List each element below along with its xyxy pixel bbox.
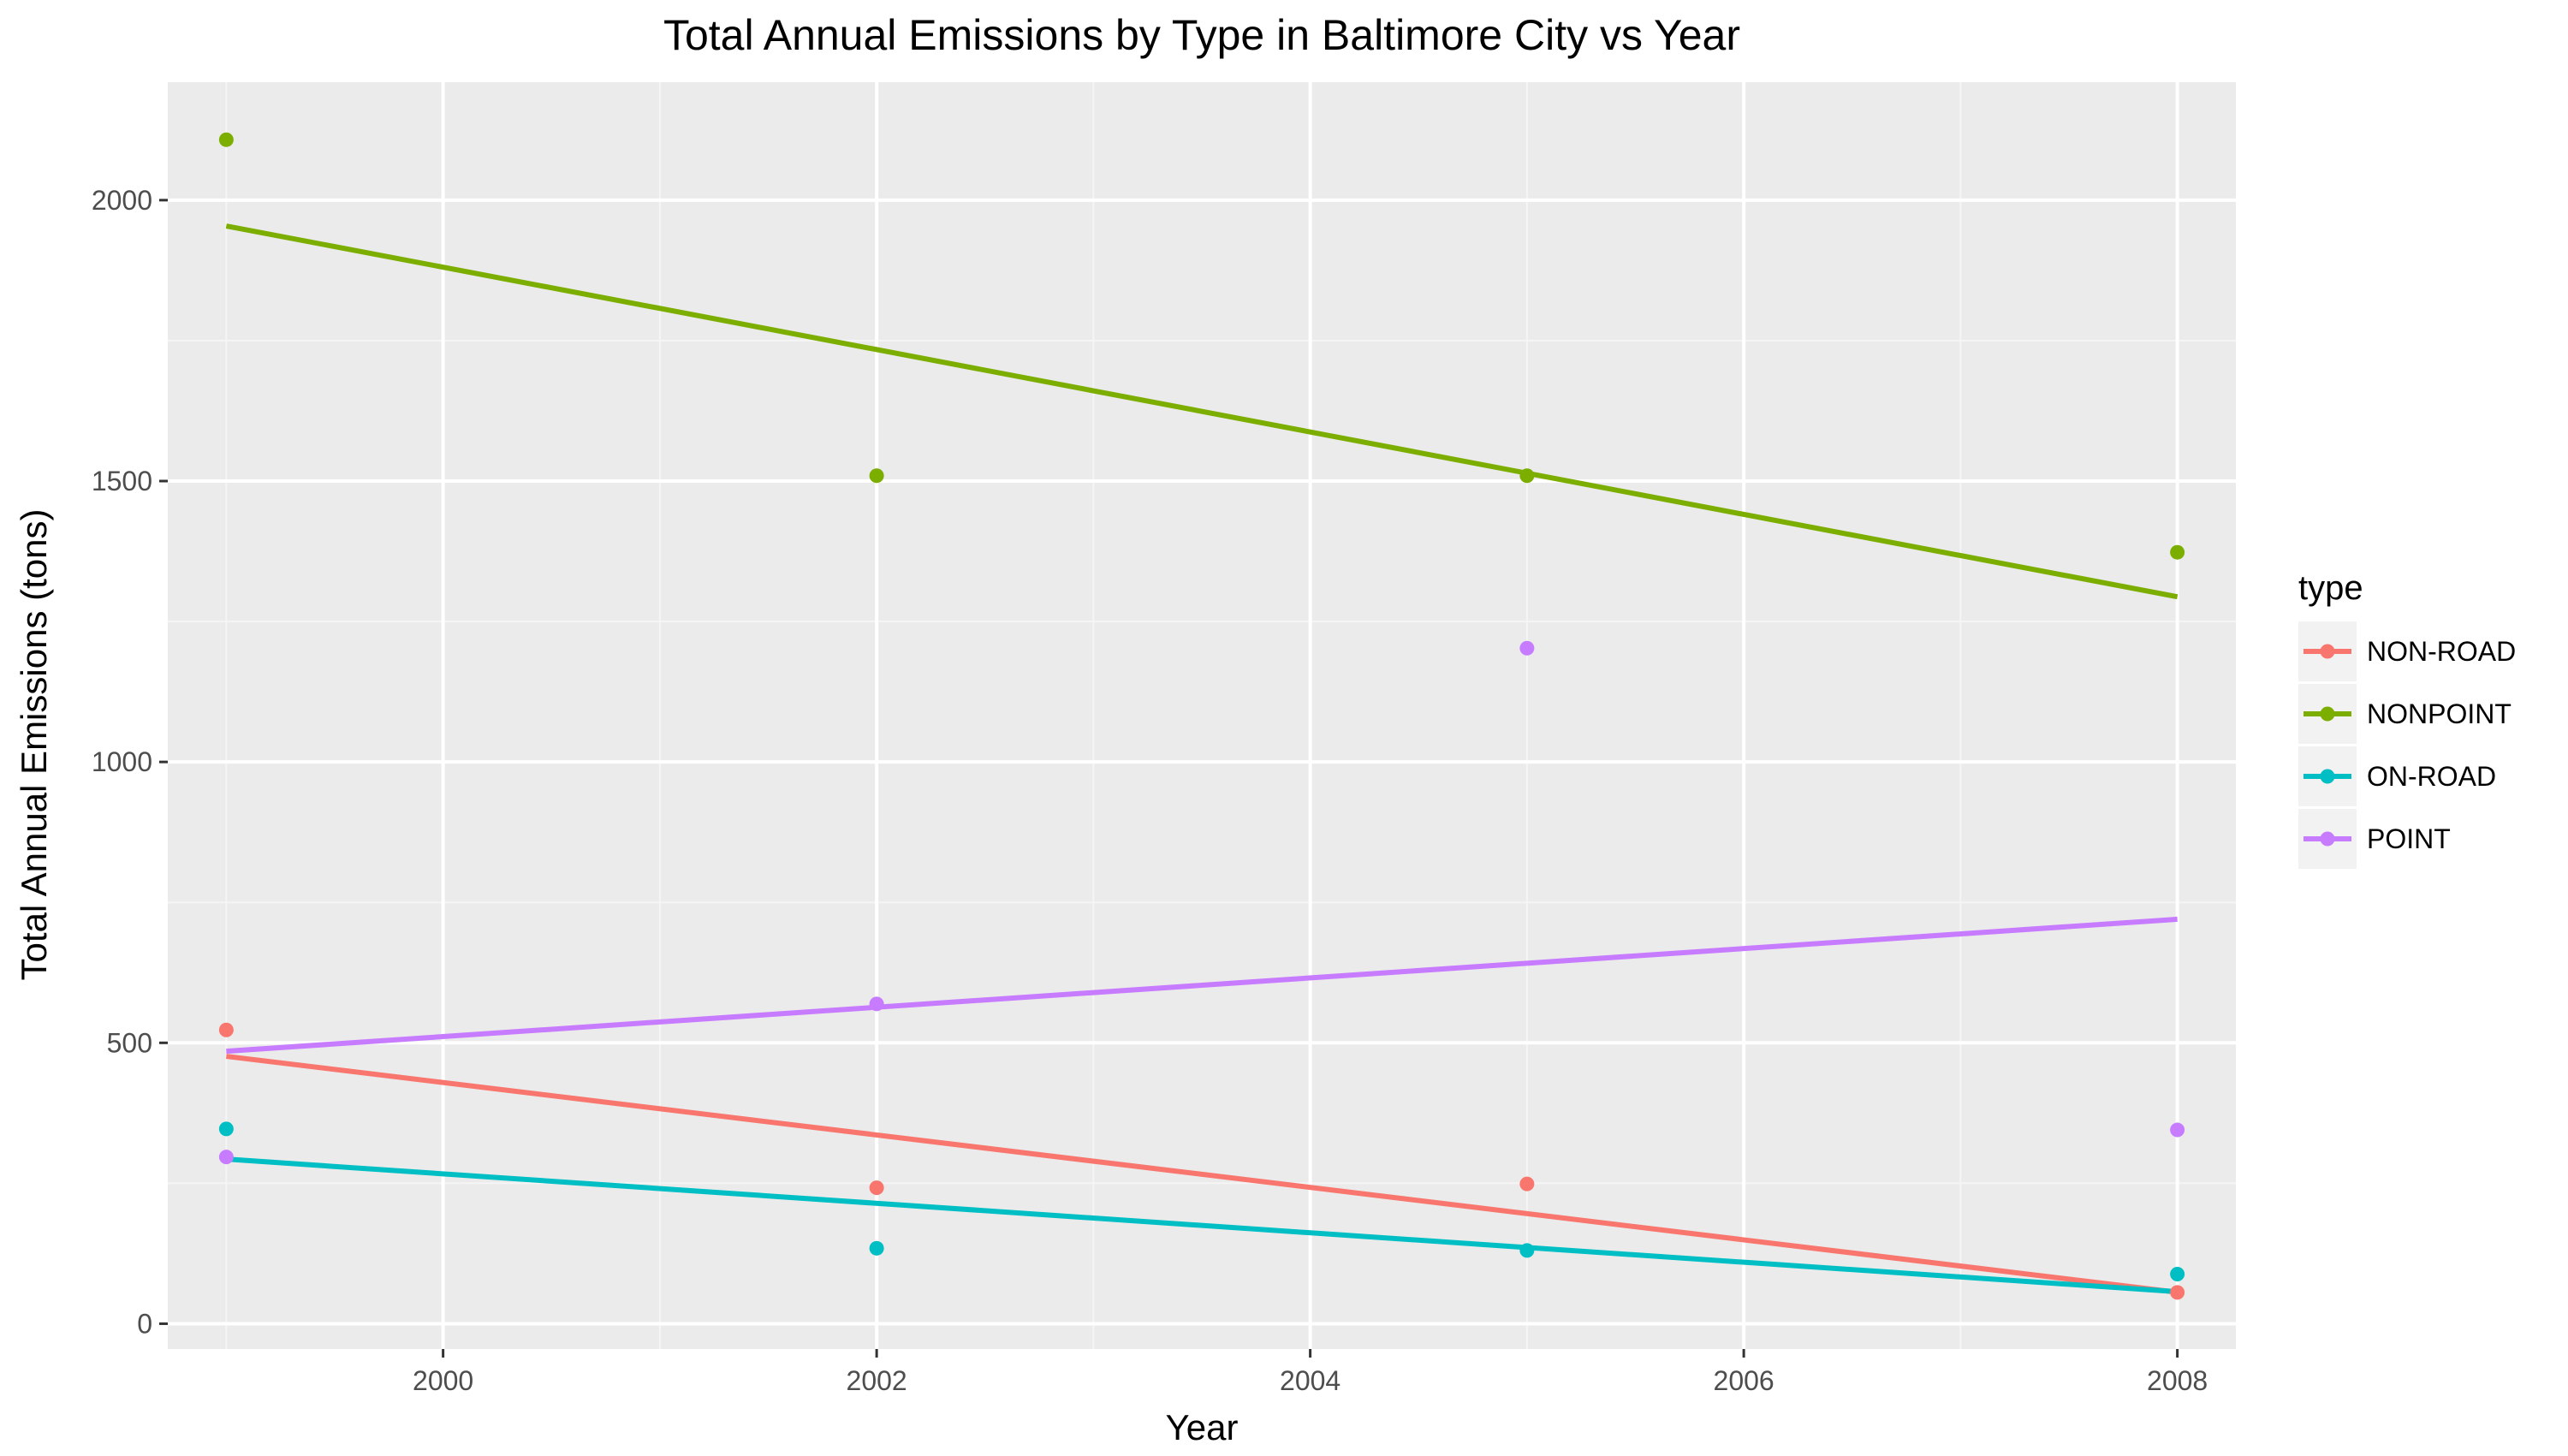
panel-background <box>168 82 2236 1349</box>
x-tick-label: 2004 <box>1280 1365 1340 1396</box>
data-point-non-road <box>218 1022 234 1037</box>
data-point-nonpoint <box>218 132 234 147</box>
chart-title: Total Annual Emissions by Type in Baltim… <box>663 11 1740 59</box>
data-point-point <box>1519 640 1535 656</box>
trend-line-point <box>226 916 2178 1055</box>
data-point-nonpoint <box>869 468 884 484</box>
x-tick-label: 2006 <box>1714 1365 1774 1396</box>
y-tick-label: 2000 <box>92 185 152 216</box>
legend-items: NON-ROAD NONPOINT ON-ROAD POINT <box>2298 621 2516 869</box>
data-point-point <box>218 1150 234 1165</box>
data-point-on-road <box>218 1121 234 1137</box>
data-point-nonpoint <box>2170 544 2185 560</box>
trend-line-non-road <box>226 1054 2178 1295</box>
plot-panel <box>168 82 2236 1349</box>
x-axis-title: Year <box>1166 1407 1239 1447</box>
legend-label: NON-ROAD <box>2367 636 2516 667</box>
x-tick-label: 2008 <box>2147 1365 2208 1396</box>
y-tick-label: 1000 <box>92 746 152 777</box>
data-point-on-road <box>1519 1243 1535 1258</box>
data-point-nonpoint <box>1519 468 1535 484</box>
x-tick-label: 2002 <box>847 1365 907 1396</box>
legend-item-point: POINT <box>2298 809 2451 869</box>
trend-line-on-road <box>226 1156 2178 1295</box>
legend-key-point <box>2320 644 2335 659</box>
legend-item-non-road: NON-ROAD <box>2298 621 2516 681</box>
legend-key-point <box>2320 769 2335 784</box>
y-axis-title: Total Annual Emissions (tons) <box>14 509 54 981</box>
trend-line-nonpoint <box>225 223 2179 600</box>
legend-title: type <box>2298 569 2363 607</box>
y-tick-label: 1500 <box>92 466 152 496</box>
legend-key-point <box>2320 706 2335 722</box>
legend-label: NONPOINT <box>2367 698 2512 729</box>
y-tick-label: 500 <box>107 1027 152 1058</box>
legend-label: POINT <box>2367 823 2451 854</box>
y-tick-label: 0 <box>137 1308 152 1339</box>
data-point-non-road <box>1519 1176 1535 1192</box>
legend: type NON-ROAD NONPOINT ON-ROAD POINT <box>2298 569 2516 869</box>
data-point-point <box>2170 1122 2185 1138</box>
data-point-point <box>869 996 884 1012</box>
data-point-on-road <box>869 1240 884 1256</box>
data-point-non-road <box>2170 1285 2185 1300</box>
y-axis: 0 500 1000 1500 2000 <box>92 185 168 1339</box>
legend-item-on-road: ON-ROAD <box>2298 746 2496 806</box>
legend-key-point <box>2320 831 2335 847</box>
legend-label: ON-ROAD <box>2367 761 2496 792</box>
x-axis: 2000 2002 2004 2006 2008 <box>413 1349 2208 1396</box>
x-tick-label: 2000 <box>413 1365 473 1396</box>
legend-item-nonpoint: NONPOINT <box>2298 684 2512 744</box>
data-point-non-road <box>869 1180 884 1196</box>
data-point-on-road <box>2170 1267 2185 1282</box>
